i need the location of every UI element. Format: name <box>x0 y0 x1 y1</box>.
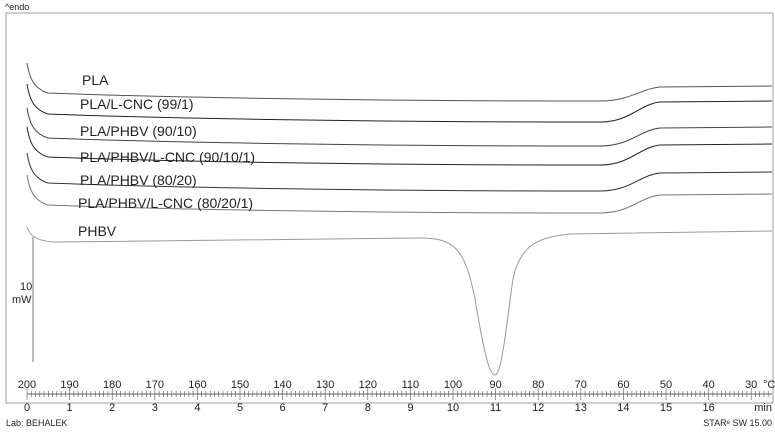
time-tick-3: 3 <box>152 402 158 414</box>
temp-tick-100: 100 <box>444 379 462 391</box>
temp-tick-180: 180 <box>103 379 121 391</box>
footer-lab-label: Lab: BEHALEK <box>6 418 68 428</box>
temp-tick-200: 200 <box>18 379 36 391</box>
time-tick-16: 16 <box>702 402 714 414</box>
series-label-2: PLA/PHBV (90/10) <box>80 123 197 139</box>
temp-tick-110: 110 <box>402 379 420 391</box>
temp-tick-40: 40 <box>702 379 714 391</box>
curves-group <box>26 62 773 376</box>
time-tick-10: 10 <box>447 402 459 414</box>
temp-tick-190: 190 <box>60 379 78 391</box>
temp-tick-30: 30 <box>745 379 757 391</box>
temp-tick-130: 130 <box>316 379 334 391</box>
temp-tick-90: 90 <box>489 379 501 391</box>
temp-tick-120: 120 <box>359 379 377 391</box>
series-label-1: PLA/L-CNC (99/1) <box>80 96 194 112</box>
temp-tick-170: 170 <box>146 379 164 391</box>
time-tick-12: 12 <box>532 402 544 414</box>
time-tick-13: 13 <box>575 402 587 414</box>
time-tick-11: 11 <box>490 402 501 414</box>
time-tick-5: 5 <box>237 402 243 414</box>
time-axis-unit: min <box>754 402 772 414</box>
temp-tick-70: 70 <box>575 379 587 391</box>
series-label-5: PLA/PHBV/L-CNC (80/20/1) <box>78 195 253 211</box>
temp-tick-60: 60 <box>617 379 629 391</box>
endo-direction-label: ^endo <box>5 2 29 12</box>
series-label-0: PLA <box>82 72 109 88</box>
series-curve-4 <box>26 152 773 192</box>
series-label-4: PLA/PHBV (80/20) <box>80 172 197 188</box>
temp-tick-150: 150 <box>231 379 249 391</box>
series-labels-group: PLA PLA/L-CNC (99/1) PLA/PHBV (90/10) PLA/P… <box>78 72 255 239</box>
time-tick-6: 6 <box>280 402 286 414</box>
series-label-3: PLA/PHBV/L-CNC (90/10/1) <box>80 149 255 165</box>
series-curve-2 <box>26 107 773 147</box>
temp-axis-unit: °C <box>763 379 775 391</box>
temp-tick-160: 160 <box>188 379 206 391</box>
time-tick-2: 2 <box>109 402 115 414</box>
temp-tick-140: 140 <box>273 379 291 391</box>
scale-bar-value: 10 <box>20 281 32 293</box>
time-tick-4: 4 <box>194 402 200 414</box>
series-curve-0 <box>26 62 773 102</box>
time-tick-14: 14 <box>617 402 629 414</box>
scale-bar-unit: mW <box>12 294 32 306</box>
series-curve-5 <box>26 174 773 214</box>
plot-frame <box>5 12 774 404</box>
time-tick-9: 9 <box>407 402 413 414</box>
series-label-6: PHBV <box>78 223 117 239</box>
temp-tick-80: 80 <box>532 379 544 391</box>
series-curve-1 <box>26 83 773 123</box>
time-tick-1: 1 <box>67 402 73 414</box>
time-tick-15: 15 <box>660 402 672 414</box>
time-tick-8: 8 <box>365 402 371 414</box>
footer-software-label: STARᵉ SW 15.00 <box>703 418 772 428</box>
time-tick-0: 0 <box>24 402 30 414</box>
series-curve-6 <box>26 226 773 376</box>
temp-tick-50: 50 <box>660 379 672 391</box>
time-tick-7: 7 <box>322 402 328 414</box>
series-curve-3 <box>26 126 773 166</box>
